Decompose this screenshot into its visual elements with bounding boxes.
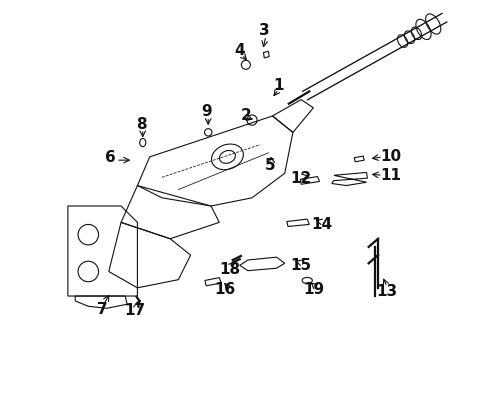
Text: 18: 18 bbox=[219, 262, 240, 277]
Text: 17: 17 bbox=[125, 303, 146, 318]
Text: 3: 3 bbox=[259, 23, 270, 37]
Text: 11: 11 bbox=[381, 168, 402, 183]
Text: 2: 2 bbox=[240, 108, 251, 124]
Text: 5: 5 bbox=[265, 157, 276, 173]
Text: 9: 9 bbox=[202, 104, 212, 119]
Text: 1: 1 bbox=[273, 78, 284, 93]
Text: 6: 6 bbox=[105, 150, 116, 165]
Text: 14: 14 bbox=[311, 217, 332, 232]
Text: 4: 4 bbox=[234, 43, 245, 58]
Text: 19: 19 bbox=[303, 282, 324, 297]
Text: 10: 10 bbox=[381, 150, 402, 164]
Text: 13: 13 bbox=[376, 284, 398, 300]
Text: 15: 15 bbox=[290, 258, 311, 273]
Text: 12: 12 bbox=[290, 171, 312, 186]
Text: 7: 7 bbox=[97, 302, 108, 317]
Text: 16: 16 bbox=[215, 282, 236, 297]
Text: 8: 8 bbox=[136, 117, 147, 132]
